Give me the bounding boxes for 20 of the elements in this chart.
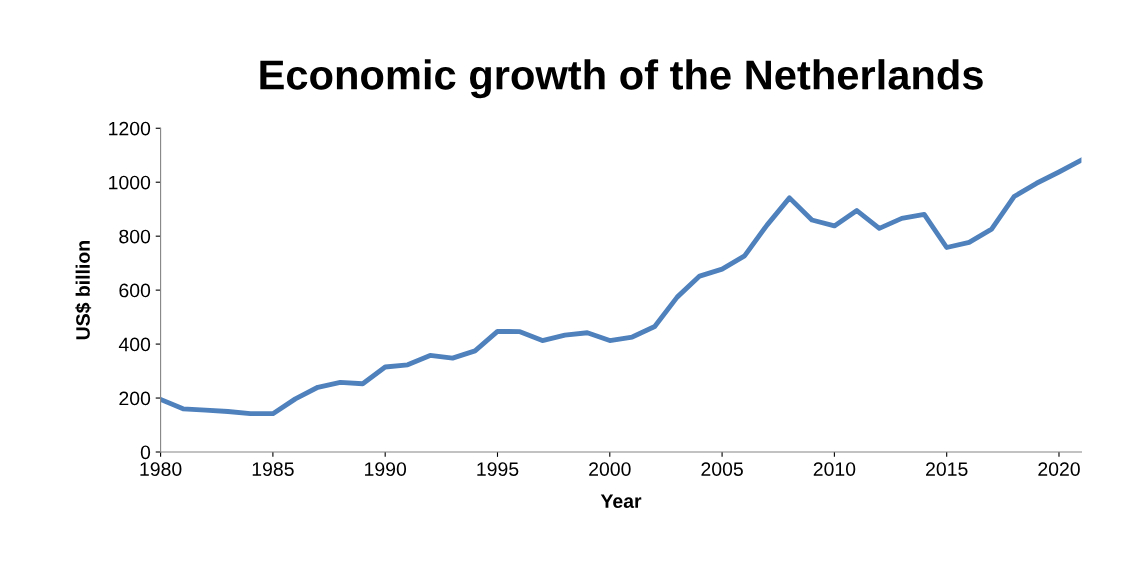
x-tick-label: 1990	[365, 462, 407, 476]
x-tick-label: 2020	[1038, 462, 1080, 476]
y-tick-label: 800	[119, 229, 151, 244]
x-tick-label: 2005	[701, 462, 743, 476]
x-tick-label: 1995	[477, 462, 519, 476]
chart-title: Economic growth of the Netherlands	[260, 59, 983, 99]
x-axis-title: Year	[600, 494, 642, 509]
y-axis-title: US$ billion	[75, 241, 92, 340]
y-tick-label: 200	[119, 391, 151, 406]
x-tick-label: 1980	[140, 462, 182, 476]
y-tick-label: 1200	[109, 121, 151, 136]
x-tick-label: 2010	[813, 462, 856, 476]
x-tick-label: 2000	[589, 462, 631, 476]
y-tick-label: 600	[119, 283, 151, 298]
y-tick-label: 0	[140, 445, 151, 460]
x-tick-label: 1985	[252, 462, 294, 476]
y-tick-label: 1000	[109, 175, 151, 190]
line-series	[160, 157, 1082, 417]
y-tick-label: 400	[118, 337, 151, 352]
x-tick-label: 2015	[926, 462, 968, 476]
